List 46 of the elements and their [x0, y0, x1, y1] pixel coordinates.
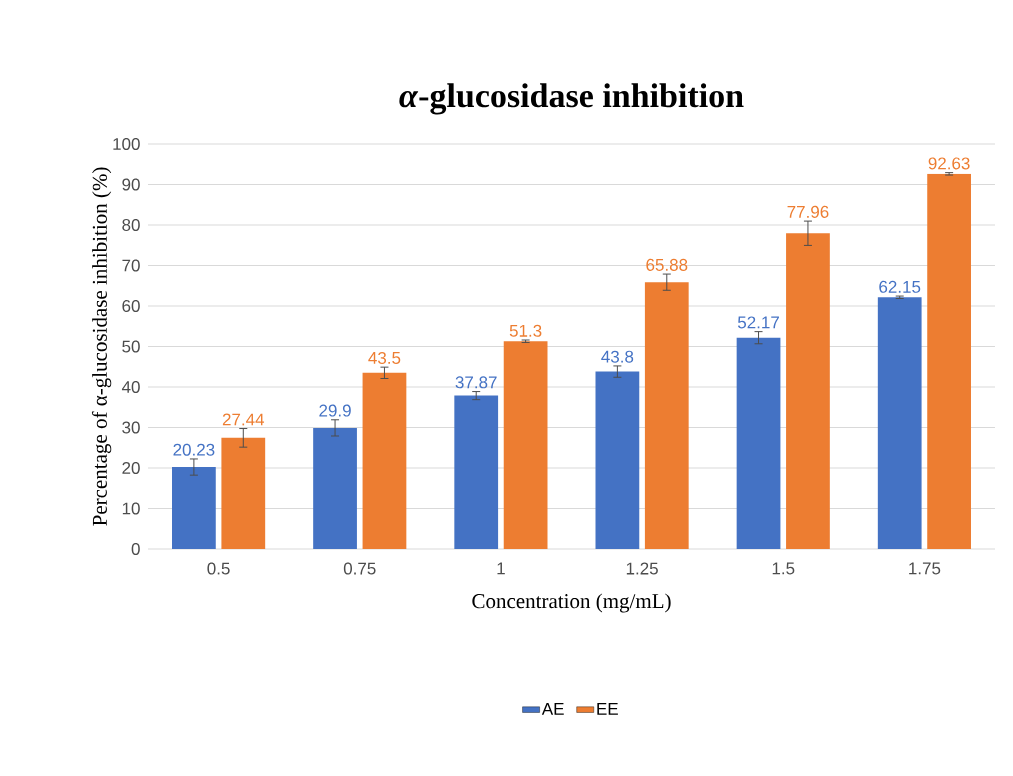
bar: [786, 233, 830, 549]
data-label: 27.44: [222, 413, 265, 426]
data-label: 43.5: [368, 351, 401, 364]
y-tick-label: 40: [121, 380, 140, 394]
x-tick-label: 0.75: [343, 562, 376, 575]
bar: [877, 297, 922, 549]
y-tick-label: 90: [122, 178, 140, 191]
y-tick-label: 50: [122, 340, 140, 353]
data-label: 62.15: [879, 280, 921, 293]
bar: [362, 372, 407, 549]
bar: [313, 427, 357, 549]
x-tick-label: 1.75: [909, 562, 941, 575]
data-label: 92.63: [928, 157, 970, 170]
y-axis-title: Percentage of α-glucosidase inhibition (%): [91, 167, 112, 526]
bar: [503, 341, 548, 549]
data-label: 51.3: [509, 324, 542, 337]
data-label: 20.23: [173, 443, 215, 456]
bar: [736, 337, 781, 549]
data-label: 37.87: [455, 376, 497, 389]
y-tick-label: 30: [122, 421, 140, 434]
data-label: 65.88: [646, 258, 688, 271]
data-label: 77.96: [787, 205, 829, 218]
y-tick-label: 20: [122, 461, 140, 475]
legend-label: AE: [541, 703, 564, 715]
bar: [172, 467, 216, 549]
y-tick-label: 60: [122, 299, 140, 313]
y-tick-label: 80: [122, 218, 140, 232]
x-tick-label: 1.25: [626, 562, 658, 575]
bar: [927, 173, 971, 549]
bar: [595, 371, 640, 549]
y-tick-label: 100: [113, 137, 140, 151]
data-label: 43.8: [601, 350, 634, 363]
x-tick-label: 0.5: [207, 562, 230, 575]
legend-label: EE: [597, 703, 618, 715]
data-label: 52.17: [737, 316, 779, 329]
y-tick-label: 10: [122, 502, 140, 515]
y-tick-label: 0: [131, 542, 140, 556]
x-axis-title: Concentration (mg/mL): [472, 593, 671, 613]
x-tick-label: 1: [497, 562, 505, 575]
chart-title: α-glucosidase inhibition: [399, 83, 744, 115]
bar: [644, 282, 689, 549]
x-tick-label: 1.5: [772, 562, 795, 575]
bar: [221, 437, 266, 549]
data-label: 29.9: [319, 404, 351, 417]
y-tick-label: 70: [122, 259, 140, 272]
bar: [454, 395, 499, 549]
